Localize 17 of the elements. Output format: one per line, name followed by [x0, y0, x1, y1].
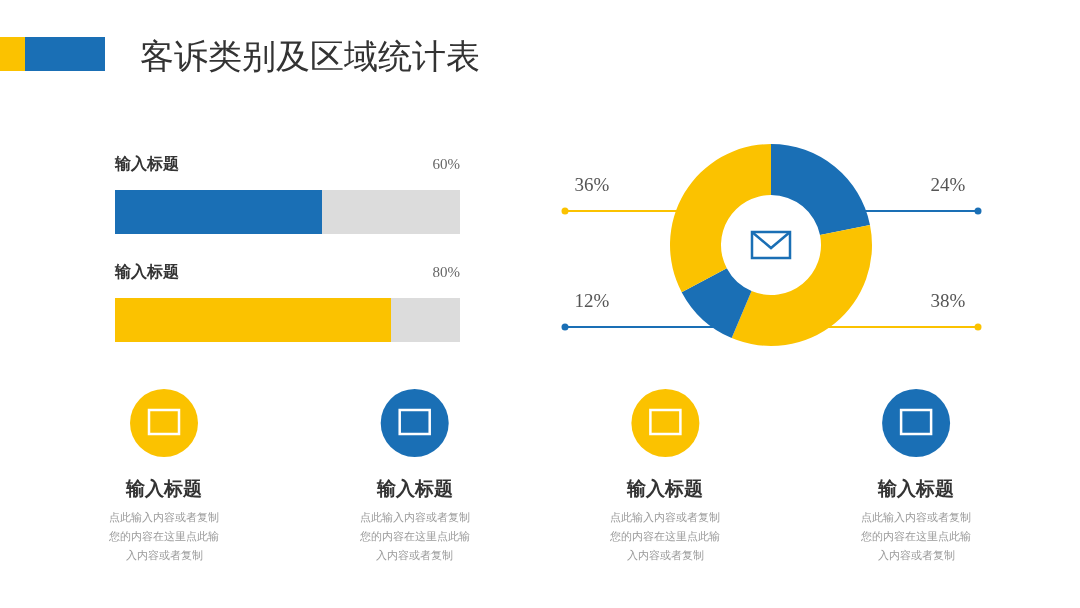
- text: 点此输入内容或者复制您的内容在这里点此输入内容或者复制: [609, 510, 722, 563]
- text: 点此输入内容或者复制您的内容在这里点此输入内容或者复制: [108, 510, 221, 563]
- category-label: 输入标题: [115, 263, 179, 280]
- text: 点此输入内容或者复制您的内容在这里点此输入内容或者复制: [860, 510, 973, 563]
- data-label: 80%: [432, 264, 460, 280]
- text: 客诉类别及区域统计表: [140, 37, 480, 77]
- text: 输入标题: [876, 477, 956, 501]
- text: 输入标题: [375, 477, 454, 501]
- data-label: 36%: [574, 174, 610, 195]
- data-label: 38%: [930, 290, 966, 311]
- text: 输入标题: [124, 477, 203, 501]
- text: 点此输入内容或者复制您的内容在这里点此输入内容或者复制: [358, 510, 471, 563]
- data-label: 60%: [432, 156, 460, 172]
- category-label: 输入标题: [115, 155, 179, 172]
- data-label: 24%: [930, 174, 966, 195]
- data-label: 12%: [574, 290, 610, 311]
- text: 输入标题: [625, 477, 705, 501]
